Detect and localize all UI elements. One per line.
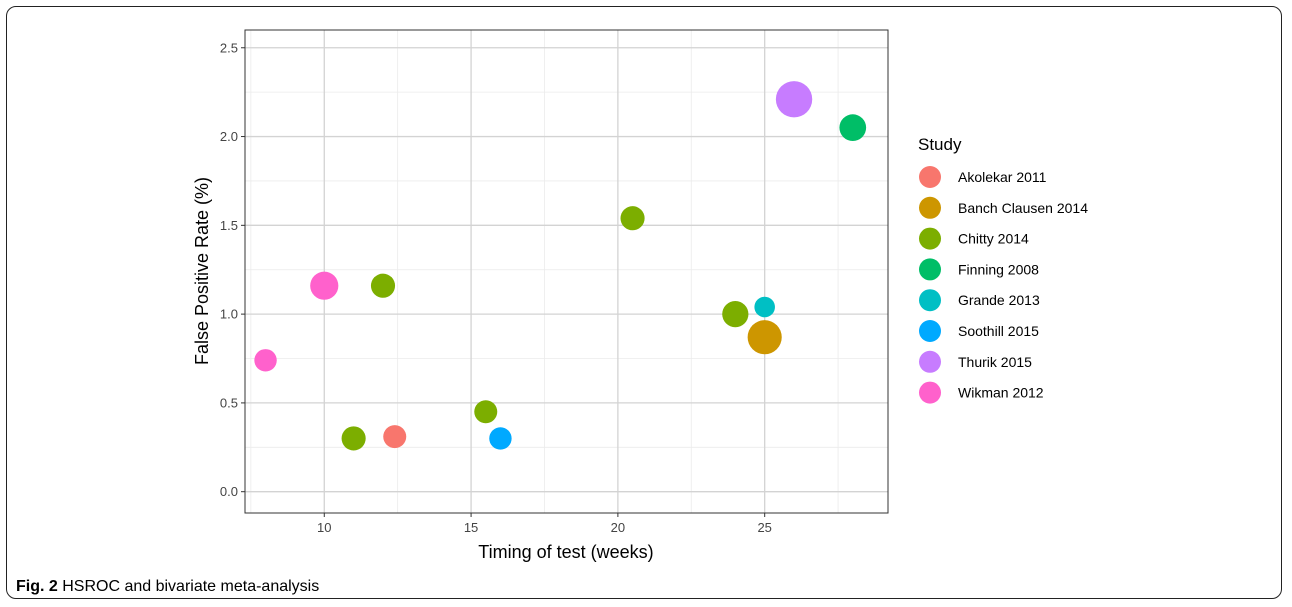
data-point <box>775 81 813 118</box>
legend-key <box>919 227 941 250</box>
legend-key <box>919 320 941 342</box>
plot-border <box>244 29 889 514</box>
legend-label: Soothill 2015 <box>958 323 1039 339</box>
legend-label: Thurik 2015 <box>958 354 1032 370</box>
y-tick-label: 2.5 <box>220 40 238 55</box>
legend-key <box>919 258 941 281</box>
legend-items: Akolekar 2011 Banch Clausen 2014 Chitty 20… <box>919 166 1088 404</box>
x-tick-label: 15 <box>464 520 478 535</box>
x-tick-label: 25 <box>757 520 771 535</box>
y-tick-label: 1.5 <box>220 218 238 233</box>
x-tick-label: 10 <box>317 520 331 535</box>
figure-caption-text: HSROC and bivariate meta-analysis <box>62 578 320 595</box>
legend-key <box>919 350 941 373</box>
data-point <box>370 273 396 298</box>
legend-key <box>919 196 941 219</box>
axis-ticks: 10 15 20 25 0.0 0.5 1.0 1.5 2.0 2.5 <box>220 40 772 535</box>
y-tick-label: 2.0 <box>220 129 238 144</box>
x-tick-label: 20 <box>611 520 625 535</box>
major-gridlines <box>245 30 888 513</box>
minor-gridlines <box>245 30 888 513</box>
x-axis-title: Timing of test (weeks) <box>478 542 653 562</box>
figure-caption: Fig. 2 HSROC and bivariate meta-analysis <box>16 578 319 596</box>
legend-title: Study <box>918 135 962 154</box>
data-point <box>754 296 775 318</box>
data-point <box>839 114 867 142</box>
legend-key <box>919 166 941 188</box>
data-point <box>383 425 407 449</box>
data-point <box>489 427 512 450</box>
y-tick-label: 0.5 <box>220 395 238 410</box>
data-point <box>474 400 498 424</box>
data-point <box>620 206 645 231</box>
legend-key <box>919 381 941 404</box>
data-point <box>310 271 339 300</box>
data-points <box>254 81 867 451</box>
y-axis-title: False Positive Rate (%) <box>192 177 212 365</box>
figure-frame <box>6 6 1282 599</box>
legend-label: Grande 2013 <box>958 292 1040 308</box>
data-point <box>254 349 277 372</box>
legend-label: Wikman 2012 <box>958 385 1044 401</box>
legend-label: Finning 2008 <box>958 261 1039 277</box>
data-point <box>747 320 782 355</box>
y-tick-label: 0.0 <box>220 484 238 499</box>
data-point <box>341 426 366 451</box>
legend-key <box>919 289 941 312</box>
figure-label: Fig. 2 <box>16 578 58 595</box>
data-point <box>722 301 749 328</box>
y-tick-label: 1.0 <box>220 307 238 322</box>
legend-label: Akolekar 2011 <box>958 169 1047 185</box>
legend-label: Chitty 2014 <box>958 231 1029 247</box>
legend: Study Akolekar 2011 Banch Clausen 2014 Chi… <box>918 135 1088 404</box>
legend-label: Banch Clausen 2014 <box>958 200 1088 216</box>
